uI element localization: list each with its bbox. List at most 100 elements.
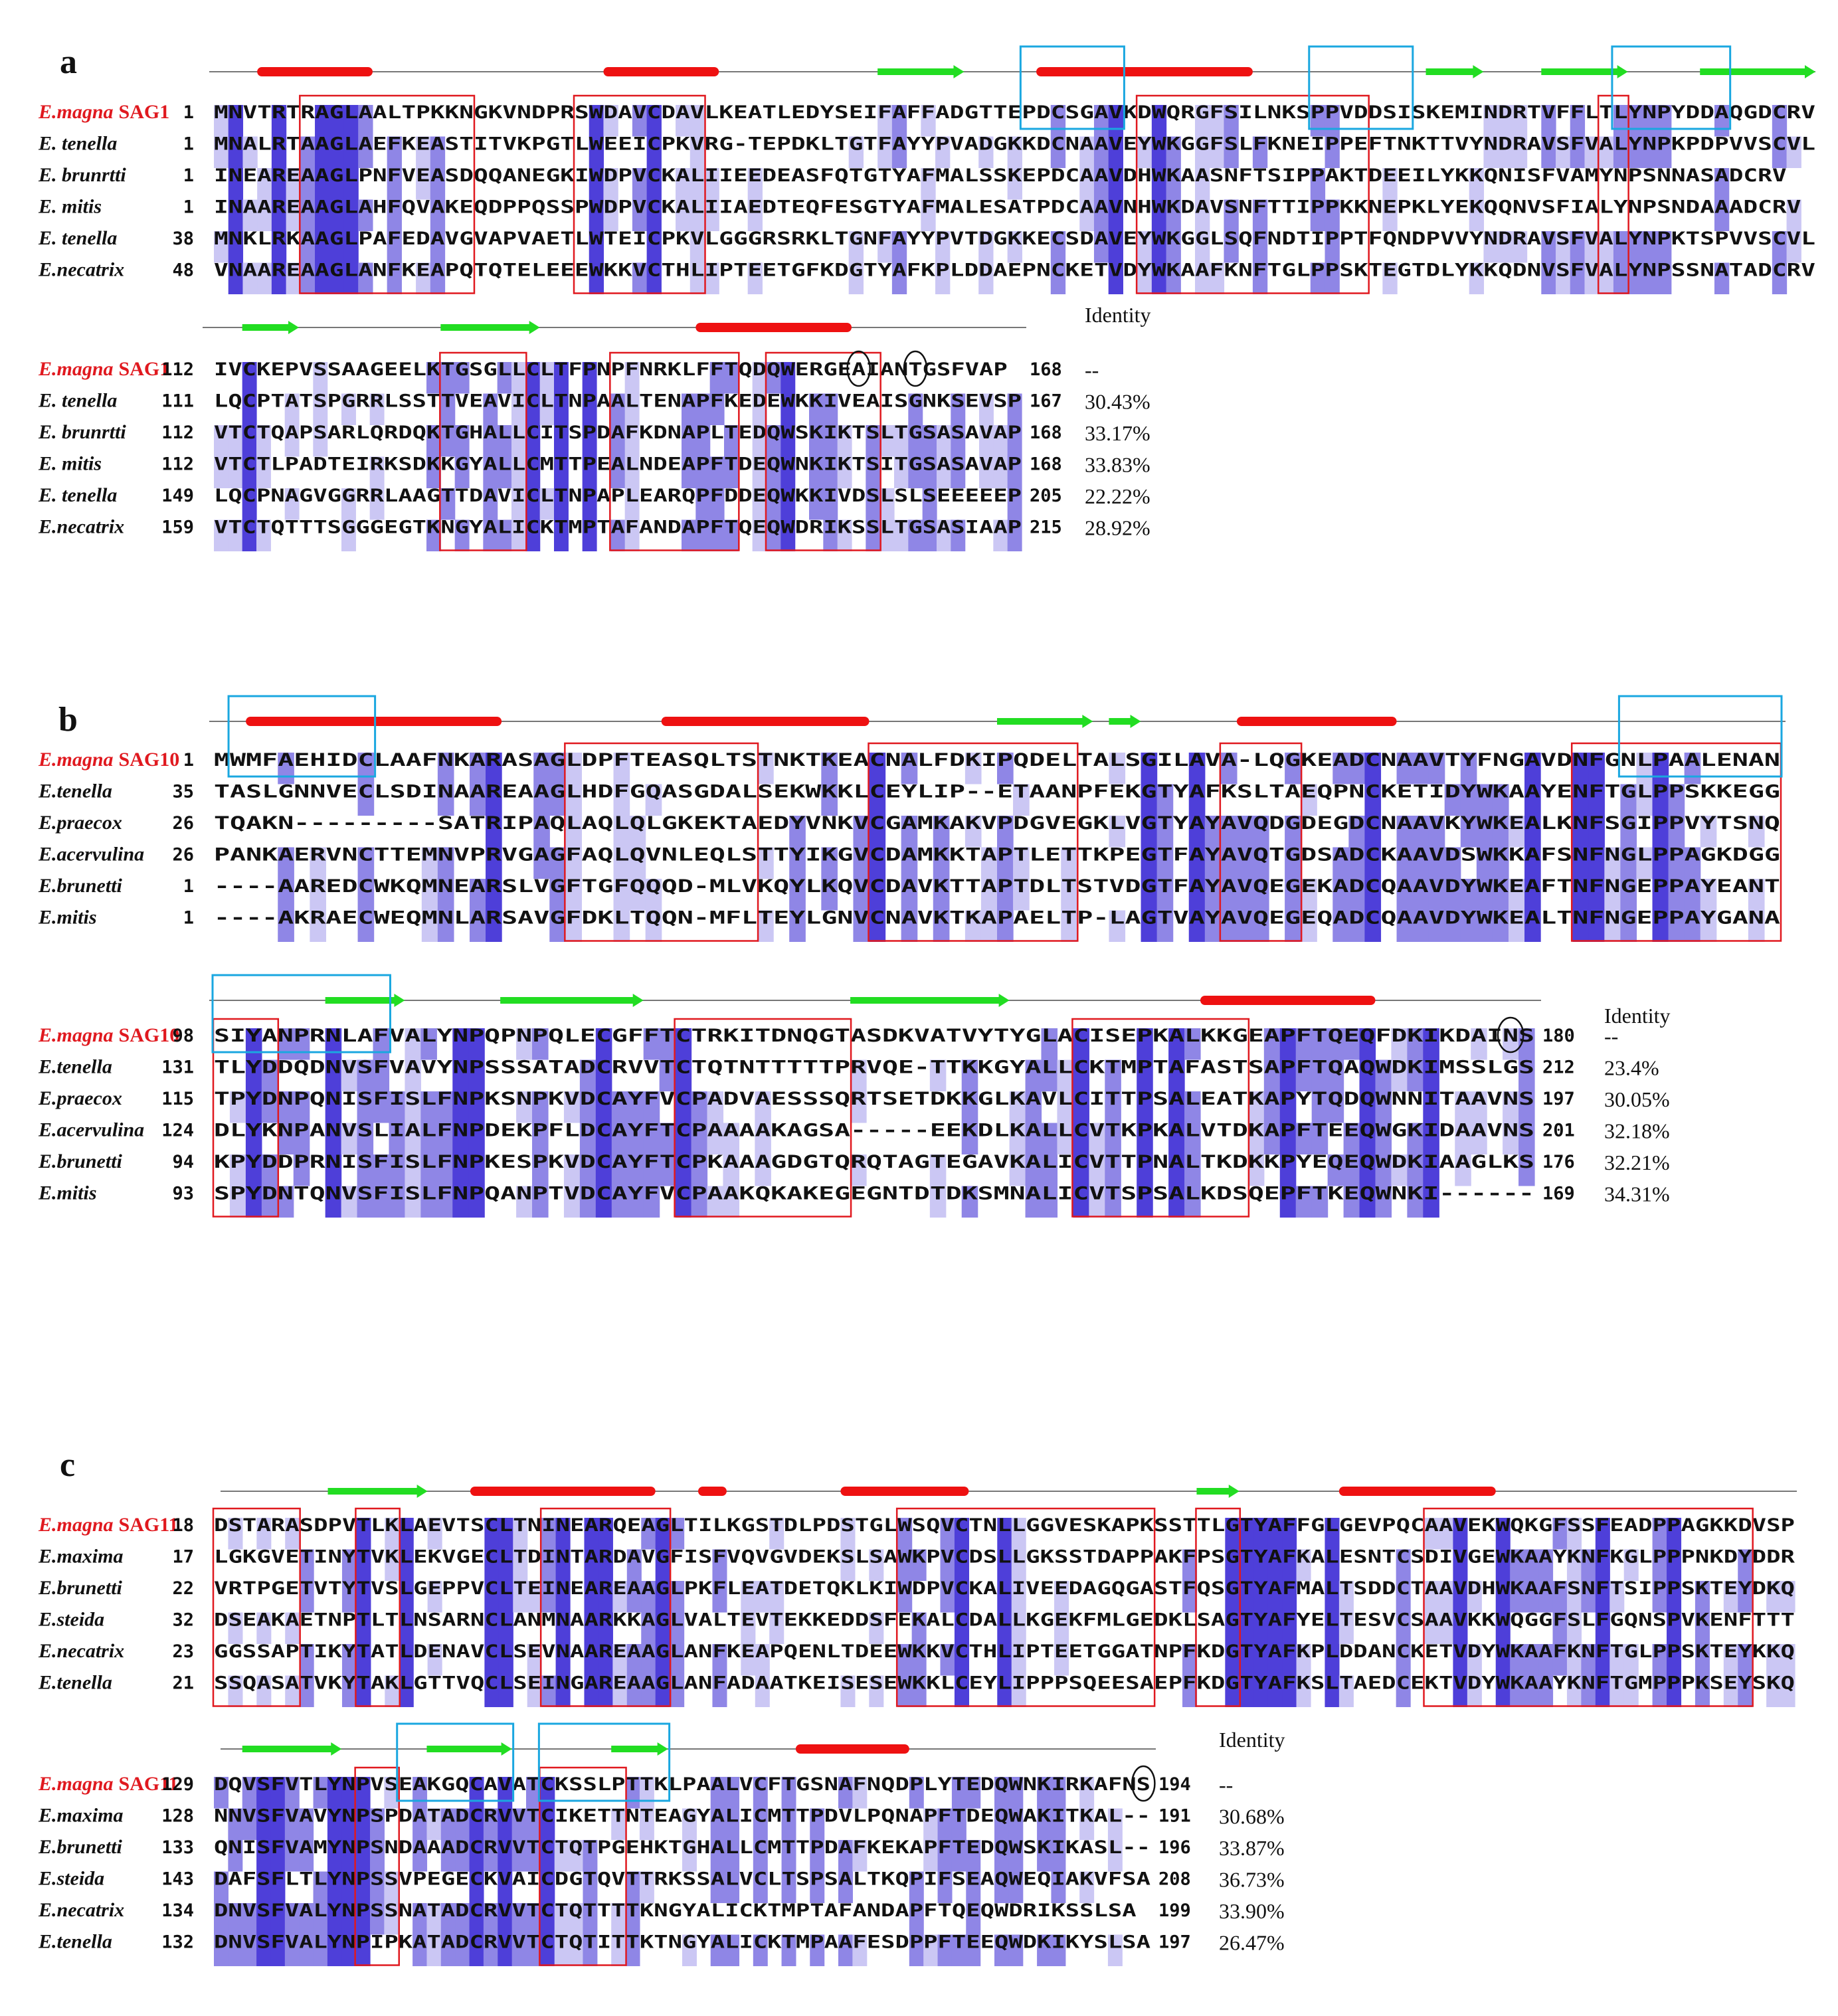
conservation-cell: [1627, 231, 1643, 263]
conservation-cell: [1620, 784, 1637, 816]
conservation-cell: [1556, 136, 1571, 168]
conservation-cell: [589, 168, 604, 200]
conservation-cell: [539, 393, 555, 425]
species-label: E.acervulina: [38, 1119, 144, 1141]
conservation-cell: [909, 1871, 924, 1903]
conservation-cell: [1444, 879, 1461, 911]
conservation-cell: [436, 1091, 453, 1123]
conservation-cell: [929, 1186, 947, 1218]
conservation-cell: [997, 1581, 1012, 1613]
conservation-cell: [285, 1675, 300, 1707]
start-position: 94: [172, 1152, 194, 1172]
conservation-cell: [997, 1644, 1012, 1676]
conservation-cell: [937, 1934, 953, 1966]
conservation-cell: [1584, 231, 1600, 263]
conservation-cell: [358, 262, 373, 294]
conservation-cell: [315, 231, 330, 263]
conservation-cell: [468, 1154, 485, 1186]
conservation-cell: [565, 784, 583, 816]
conservation-cell: [589, 262, 604, 294]
conservation-cell: [994, 1777, 1009, 1809]
panel-label: a: [60, 43, 77, 81]
conservation-cell: [293, 1154, 310, 1186]
sequence-row: DAFSFLTLYNPSSVPEGECKVAICDGTQVTTRKSSALVCL…: [214, 1869, 1150, 1890]
conservation-cell: [498, 1518, 513, 1550]
sequence-row: LQCPTATSPGRRLSSTTVEAVICLTNPAALTENAPFKEDE…: [214, 391, 1022, 412]
conservation-cell: [325, 1059, 342, 1091]
conservation-cell: [1107, 1934, 1123, 1966]
conservation-cell: [598, 1549, 613, 1581]
conservation-cell: [781, 1871, 796, 1903]
conservation-cell: [1079, 199, 1095, 231]
conservation-cell: [1652, 847, 1669, 879]
conservation-cell: [837, 456, 852, 488]
conservation-cell: [1195, 199, 1210, 231]
conservation-cell: [420, 1028, 437, 1060]
conservation-cell: [584, 1581, 599, 1613]
conservation-cell: [624, 393, 640, 425]
conservation-cell: [1667, 1581, 1682, 1613]
conservation-cell: [838, 1840, 853, 1872]
conservation-cell: [612, 1581, 628, 1613]
conservation-cell: [1412, 910, 1429, 942]
conservation-cell: [498, 1840, 513, 1872]
conservation-cell: [1108, 231, 1124, 263]
conservation-cell: [853, 879, 870, 911]
end-position: 212: [1542, 1057, 1575, 1078]
site-box: [1617, 695, 1783, 778]
sequence-row: SPYDNTQNVSFISLFNPQANPTVDCAYFVCPAAKQKAKEG…: [214, 1184, 1534, 1204]
conservation-cell: [894, 519, 909, 551]
conservation-cell: [869, 1612, 884, 1644]
conservation-cell: [879, 519, 895, 551]
conservation-cell: [1079, 168, 1095, 200]
conservation-cell: [1282, 1518, 1297, 1550]
start-position: 112: [161, 359, 194, 380]
conservation-cell: [511, 425, 526, 457]
conservation-cell: [373, 1059, 390, 1091]
conservation-cell: [993, 456, 1008, 488]
conservation-cell: [923, 1934, 939, 1966]
conservation-cell: [228, 199, 244, 231]
conservation-cell: [1424, 1612, 1439, 1644]
conservation-cell: [511, 456, 526, 488]
conservation-cell: [1168, 1059, 1185, 1091]
conservation-cell: [1588, 753, 1605, 784]
conservation-cell: [589, 105, 604, 137]
conservation-cell: [1037, 1840, 1052, 1872]
conservation-cell: [1051, 1840, 1066, 1872]
conservation-cell: [610, 393, 626, 425]
species-label: E.necatrix: [38, 516, 124, 538]
conservation-cell: [1348, 910, 1366, 942]
conservation-cell: [897, 1581, 913, 1613]
conservation-cell: [1007, 393, 1022, 425]
conservation-cell: [284, 1777, 300, 1809]
conservation-cell: [582, 425, 597, 457]
conservation-cell: [723, 1186, 740, 1218]
conservation-cell: [554, 425, 569, 457]
conservation-cell: [1156, 816, 1174, 848]
conservation-cell: [1657, 231, 1672, 263]
conservation-cell: [625, 1871, 640, 1903]
identity-value: 33.83%: [1085, 453, 1150, 477]
conservation-cell: [313, 425, 328, 457]
conservation-cell: [554, 393, 569, 425]
conservation-cell: [1382, 168, 1398, 200]
conservation-cell: [1483, 231, 1499, 263]
conservation-cell: [767, 362, 781, 394]
conservation-cell: [1714, 199, 1730, 231]
conservation-cell: [1224, 199, 1239, 231]
conservation-cell: [549, 879, 566, 911]
conservation-cell: [1483, 136, 1499, 168]
conservation-cell: [440, 1903, 456, 1935]
conservation-cell: [1642, 136, 1657, 168]
conservation-cell: [228, 1934, 243, 1966]
end-position: 197: [1158, 1932, 1191, 1953]
conservation-cell: [357, 1059, 374, 1091]
conservation-cell: [1412, 847, 1429, 879]
conservation-cell: [659, 1123, 676, 1154]
conservation-cell: [922, 488, 937, 520]
conservation-cell: [1224, 136, 1239, 168]
species-name: E.necatrix: [38, 1640, 124, 1662]
end-position: 168: [1030, 359, 1062, 380]
conservation-cell: [242, 425, 257, 457]
